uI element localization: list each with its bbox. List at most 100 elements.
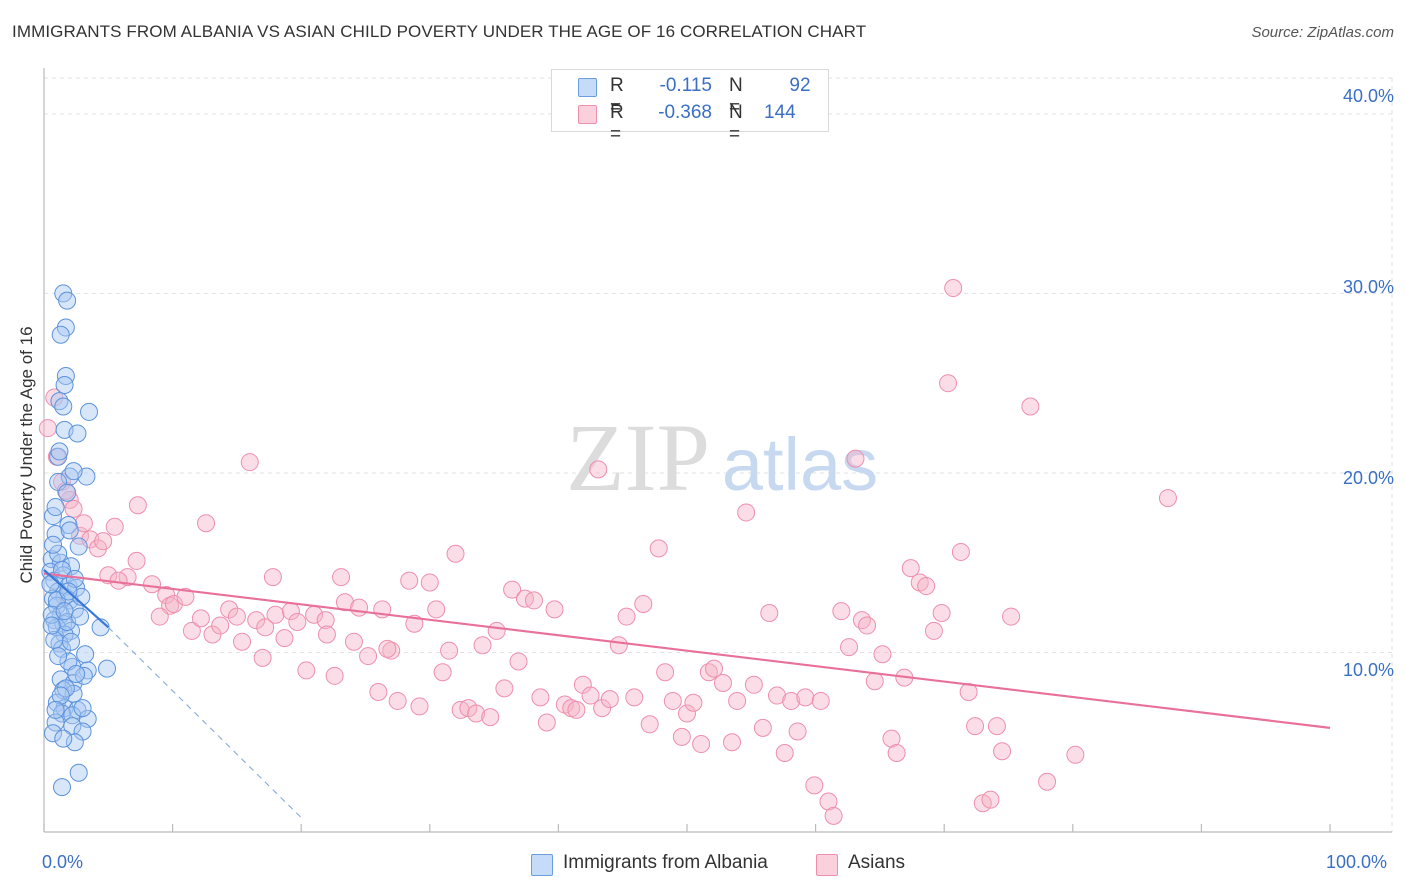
albania-point [60,521,79,540]
asian-point [247,611,266,630]
stats-legend: R = -0.115 N = 92 R = -0.368 N = 144 [551,69,829,145]
asians-swatch [578,105,597,124]
y-tick-label: 20.0% [1342,468,1394,488]
albania-point [59,577,78,596]
n-value: 92 [789,75,811,96]
y-tick-label: 40.0% [1342,86,1394,106]
asian-point [316,611,335,630]
asian-point [297,661,316,680]
albania-point [44,724,63,743]
asian-point [966,717,985,736]
asian-point [143,575,162,594]
asian-point [1002,607,1021,626]
asian-point [805,776,824,795]
asian-point [263,568,282,587]
asian-point [176,587,195,606]
albania-point [69,763,88,782]
asian-point [951,542,970,561]
asian-point [656,663,675,682]
asian-point [663,691,682,710]
asian-point [344,632,363,651]
albania-point [73,699,92,718]
asian-point [684,693,703,712]
albania-point [50,442,69,461]
albania-point [51,686,70,705]
asian-point [388,691,407,710]
albania-swatch [578,78,597,97]
asians-swatch [816,854,838,876]
albania-point [67,665,86,684]
asian-point [164,595,183,614]
asian-point [227,607,246,626]
x-tick-label: 100.0% [1326,852,1388,872]
legend-label: Asians [848,852,906,873]
albania-point [41,575,60,594]
asian-point [882,729,901,748]
asian-point [60,490,79,509]
albania-point [54,729,73,748]
albania-point [65,733,84,752]
asian-point [128,496,147,515]
asian-point [589,460,608,479]
asian-point [531,688,550,707]
asian-point [788,722,807,741]
asian-point [495,679,514,698]
asian-point [467,704,486,723]
asian-point [253,648,272,667]
asian-point [118,568,137,587]
asian-point [775,744,794,763]
asian-point [191,609,210,628]
asian-point [150,607,169,626]
asian-point [678,704,696,723]
asian-point [753,718,772,737]
source-label[interactable]: Source: ZipAtlas.com [1251,24,1394,41]
asian-point [873,645,892,664]
asian-point [266,605,285,624]
asian-point [649,539,668,558]
asian-point [256,618,275,637]
r-label: R = [610,102,624,145]
asian-point [515,589,534,608]
asian-point [182,621,201,640]
asian-point [325,666,344,685]
albania-point [80,402,99,421]
albania-point [55,602,74,621]
asian-point [350,598,369,617]
asian-point [545,600,564,619]
asian-point [1158,489,1177,508]
asian-point [440,641,459,660]
asians-points [38,279,1177,825]
chart-title: IMMIGRANTS FROM ALBANIA VS ASIAN CHILD P… [12,22,867,41]
asian-point [99,566,118,585]
albania-point [58,291,77,310]
asian-point [420,573,439,592]
asian-point [105,517,124,536]
asian-point [600,690,619,709]
asian-point [768,686,787,705]
asian-point [473,636,492,655]
asian-point [509,652,528,671]
asian-point [157,586,176,605]
albania-point [49,647,68,666]
asian-point [840,638,859,657]
asian-point [451,700,470,719]
albania-point [44,535,63,554]
albania-point [46,700,65,719]
r-label: R = [610,75,624,118]
asian-point [446,544,465,563]
asian-point [932,603,951,622]
asian-point [939,374,958,393]
asian-point [211,616,230,635]
asian-point [233,632,252,651]
albania-point [76,645,95,664]
asian-point [634,595,653,614]
asian-point [369,682,388,701]
albania-point [49,447,68,466]
asian-point [944,279,963,298]
legend-label: Immigrants from Albania [563,852,768,873]
albania-point [51,325,70,344]
albania-point [64,462,83,481]
x-tick-label: 0.0% [42,852,84,872]
asian-point [400,571,419,590]
albania-point [42,616,61,635]
